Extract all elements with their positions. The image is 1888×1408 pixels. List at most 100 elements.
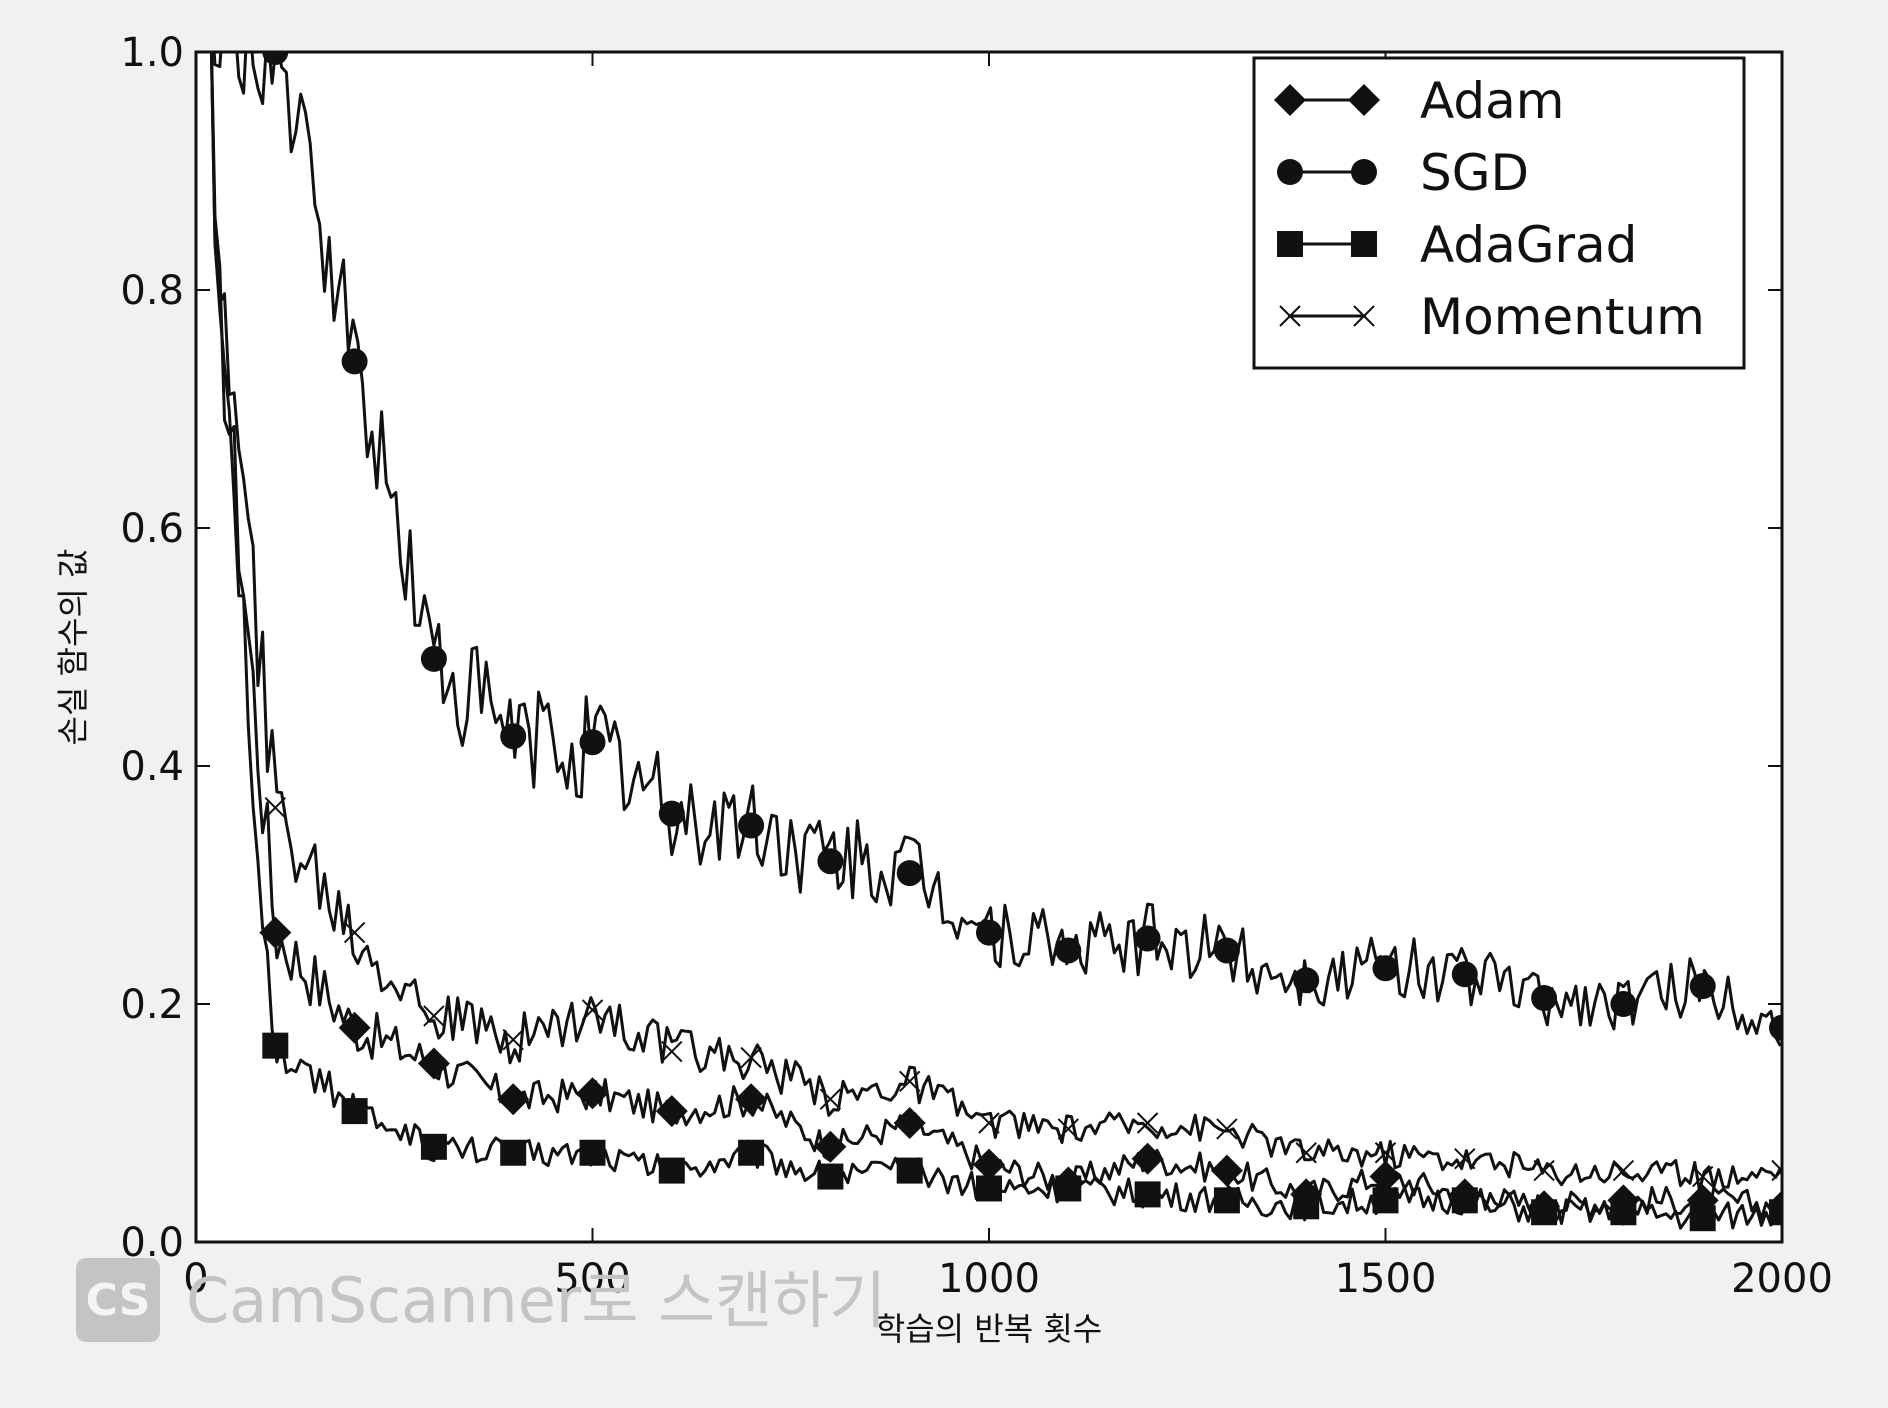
data-point-adagrad: [1134, 1181, 1161, 1208]
ticks-layer: [195, 51, 1783, 1243]
x-tick-label: 2000: [1731, 1256, 1833, 1302]
data-point-adagrad: [341, 1098, 368, 1125]
y-axis-title: 손실 함수의 값: [54, 549, 92, 746]
data-point-adagrad: [1451, 1187, 1478, 1214]
data-point-momentum: [1533, 1159, 1555, 1182]
data-point-momentum: [898, 1070, 921, 1093]
data-point-momentum: [581, 999, 604, 1021]
series-line: [212, 52, 1782, 1047]
data-point-adam: [814, 1130, 847, 1163]
data-point-adagrad: [817, 1163, 844, 1190]
data-point-sgd: [1134, 925, 1161, 952]
data-point-momentum: [1771, 1159, 1782, 1182]
data-point-momentum: [978, 1112, 1000, 1134]
data-point-adagrad: [1610, 1199, 1637, 1226]
data-point-momentum: [1136, 1112, 1159, 1134]
data-point-sgd: [420, 645, 447, 672]
legend-label: SGD: [1420, 144, 1529, 202]
data-point-adam: [1131, 1142, 1164, 1175]
data-point-adam: [973, 1148, 1005, 1181]
camscanner-logo-icon: [76, 1258, 160, 1342]
data-point-adam: [259, 916, 292, 949]
data-point-sgd: [738, 812, 765, 839]
data-point-adagrad: [976, 1175, 1002, 1202]
data-point-momentum: [819, 1088, 842, 1110]
data-point-sgd: [341, 348, 368, 375]
data-point-adagrad: [1213, 1187, 1240, 1214]
data-point-momentum: [1612, 1159, 1635, 1182]
data-point-momentum: [661, 1040, 683, 1063]
data-point-adam: [576, 1077, 609, 1110]
data-point-adam: [1210, 1154, 1243, 1187]
data-point-sgd: [579, 729, 606, 756]
data-point-adam: [655, 1095, 688, 1128]
legend-marker: [1274, 84, 1306, 116]
legend: Adam SGD AdaGrad Momentum: [1252, 56, 1746, 370]
legend-marker: [1351, 231, 1377, 257]
legend-marker: [1353, 305, 1375, 327]
data-point-adam: [497, 1083, 530, 1116]
data-point-adagrad: [1531, 1199, 1558, 1226]
data-point-adagrad: [658, 1157, 685, 1184]
legend-entries: Adam SGD AdaGrad Momentum: [1274, 72, 1705, 346]
data-point-momentum: [1295, 1142, 1317, 1164]
data-point-adam: [893, 1107, 926, 1139]
legend-entry-adam: Adam: [1274, 72, 1564, 130]
series-adam: [210, 52, 1782, 1223]
x-tick-label: 1000: [938, 1256, 1040, 1302]
data-point-sgd: [1610, 991, 1637, 1017]
data-point-momentum: [423, 1005, 445, 1027]
data-point-sgd: [1689, 973, 1716, 1000]
data-point-sgd: [817, 848, 844, 875]
data-point-adam: [417, 1047, 450, 1080]
watermark: CS CamScanner로 스캔하기: [76, 1258, 886, 1342]
data-point-adagrad: [262, 1032, 289, 1059]
data-point-adagrad: [1293, 1193, 1320, 1220]
series-line: [209, 52, 1782, 1193]
data-point-sgd: [976, 919, 1002, 946]
watermark-text: CamScanner로 스캔하기: [186, 1264, 886, 1337]
data-point-sgd: [1055, 937, 1082, 964]
data-point-adagrad: [1689, 1205, 1716, 1232]
data-point-momentum: [1691, 1165, 1714, 1188]
data-point-sgd: [500, 723, 527, 750]
legend-marker: [1351, 159, 1377, 185]
y-tick-label: 0.8: [120, 268, 184, 314]
data-point-momentum: [740, 1046, 762, 1069]
data-point-momentum: [343, 921, 366, 944]
data-point-adagrad: [1769, 1199, 1782, 1226]
series-layer: [209, 52, 1782, 1232]
legend-entry-sgd: SGD: [1277, 144, 1529, 202]
legend-label: Adam: [1420, 72, 1564, 130]
data-point-sgd: [896, 860, 923, 887]
data-point-adagrad: [1055, 1175, 1082, 1202]
watermark-badge: CS: [86, 1275, 151, 1326]
series-adagrad: [209, 52, 1782, 1232]
data-point-momentum: [1454, 1147, 1476, 1170]
data-point-sgd: [1531, 985, 1558, 1012]
data-point-adam: [338, 1011, 371, 1044]
data-point-sgd: [1372, 955, 1399, 982]
data-point-adagrad: [1372, 1187, 1399, 1214]
legend-entry-momentum: Momentum: [1279, 288, 1705, 346]
data-point-momentum: [1374, 1142, 1397, 1164]
y-tick-label: 0.4: [120, 744, 184, 790]
data-point-sgd: [1293, 967, 1320, 994]
legend-label: Momentum: [1420, 288, 1705, 346]
data-point-momentum: [1216, 1118, 1238, 1140]
data-point-adagrad: [738, 1139, 765, 1166]
y-tick-label: 1.0: [120, 30, 184, 76]
data-point-sgd: [1213, 937, 1240, 964]
data-point-adagrad: [579, 1139, 606, 1166]
y-tick-label: 0.2: [120, 982, 184, 1028]
x-tick-label: 500: [554, 1256, 630, 1302]
y-tick-label: 0.6: [120, 506, 184, 552]
data-point-adagrad: [420, 1133, 447, 1160]
legend-entry-adagrad: AdaGrad: [1277, 216, 1637, 274]
data-point-sgd: [1769, 1014, 1782, 1041]
x-tick-label: 1500: [1335, 1256, 1437, 1302]
series-sgd: [212, 52, 1782, 1047]
